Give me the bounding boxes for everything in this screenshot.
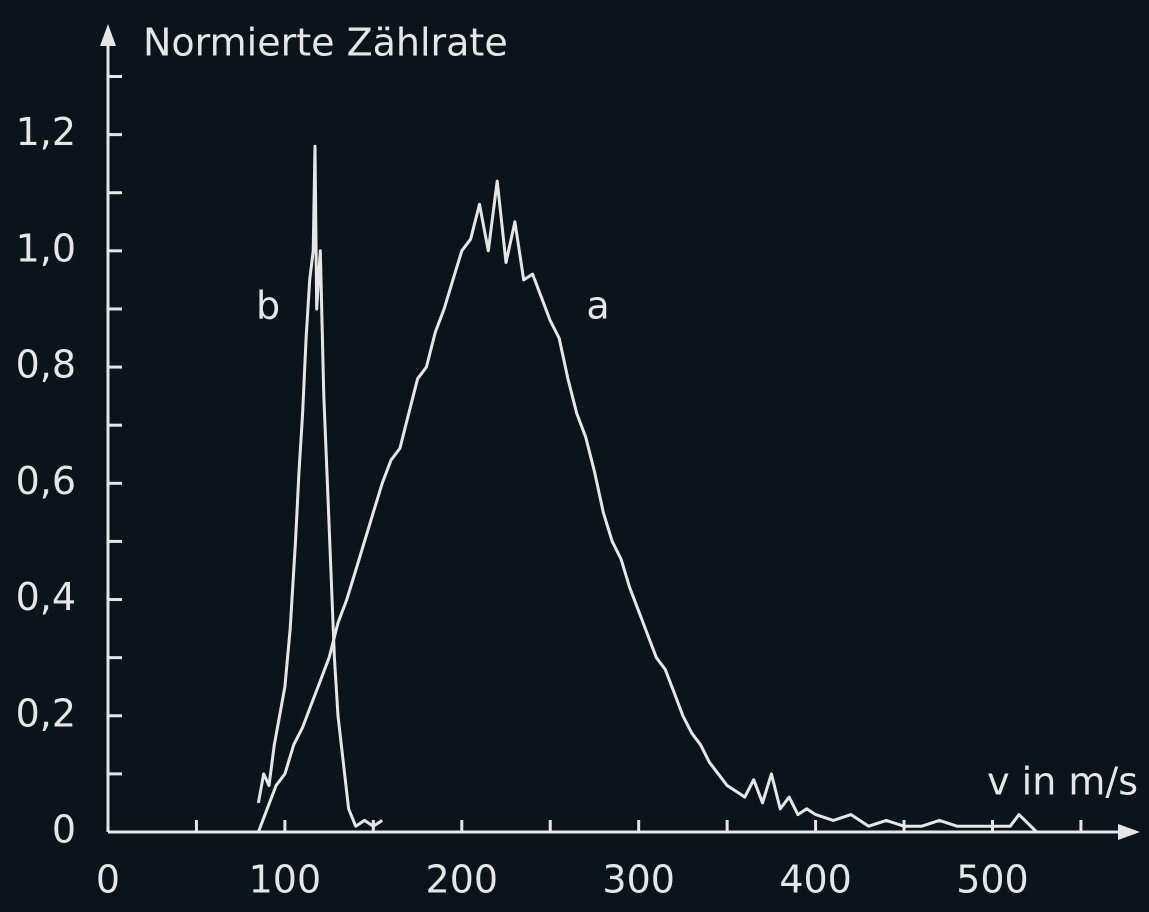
series-label: b <box>256 284 280 328</box>
x-tick-label: 0 <box>96 858 120 902</box>
series-line <box>256 179 1038 834</box>
y-tick-label: 0,2 <box>16 691 76 735</box>
y-axis-label: Normierte Zählrate <box>143 21 508 65</box>
x-axis-arrow <box>1118 824 1140 840</box>
x-tick-label: 100 <box>249 858 322 902</box>
series-line <box>256 144 384 828</box>
x-tick-label: 500 <box>956 858 1029 902</box>
y-tick-label: 0,4 <box>16 575 76 619</box>
y-tick-label: 1,2 <box>16 110 76 154</box>
x-tick-label: 400 <box>779 858 852 902</box>
series-label: a <box>586 284 609 328</box>
y-tick-label: 0 <box>52 808 76 852</box>
y-axis-arrow <box>100 24 116 46</box>
y-tick-label: 1,0 <box>16 226 76 270</box>
x-tick-label: 300 <box>602 858 675 902</box>
x-tick-label: 200 <box>426 858 499 902</box>
x-axis-label: v in m/s <box>987 760 1138 804</box>
y-tick-label: 0,8 <box>16 343 76 387</box>
y-tick-label: 0,6 <box>16 459 76 503</box>
